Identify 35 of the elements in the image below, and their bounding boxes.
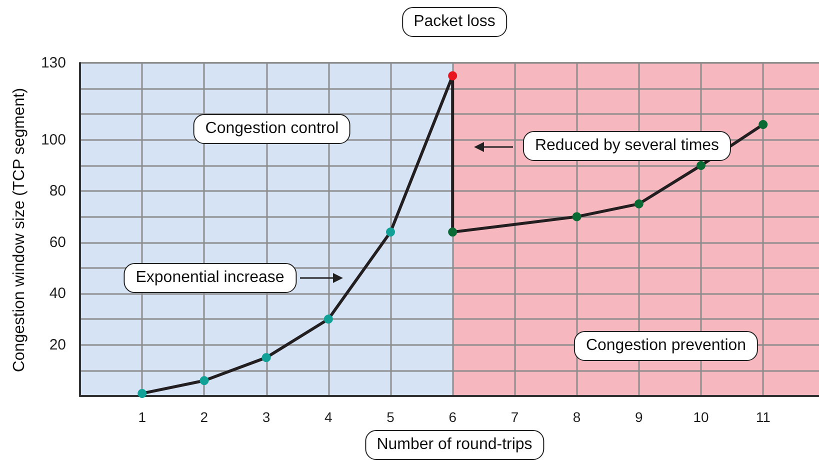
x-tick-label: 11 <box>756 409 771 425</box>
x-tick-label: 2 <box>200 409 208 425</box>
x-tick-label: 10 <box>693 409 710 425</box>
y-axis-title: Congestion window size (TCP segment) <box>11 87 29 372</box>
annotation: Reduced by several times <box>522 131 732 161</box>
x-tick-label: 5 <box>386 409 395 425</box>
chart-title: Packet loss <box>402 7 508 37</box>
y-tick-label: 60 <box>49 234 66 251</box>
point <box>324 314 333 324</box>
annotation: Exponential increase <box>124 263 296 293</box>
y-tick-label: 40 <box>49 285 66 302</box>
y-tick-label: 100 <box>40 131 66 148</box>
point <box>634 199 644 208</box>
x-tick-label: 8 <box>572 409 581 425</box>
x-tick-label: 3 <box>262 409 270 425</box>
x-tick-label: 4 <box>324 409 333 425</box>
x-tick-label: 7 <box>510 409 519 425</box>
point <box>262 353 271 362</box>
point <box>758 120 768 129</box>
x-tick-label: 6 <box>448 409 457 425</box>
point <box>200 376 209 386</box>
point <box>138 388 147 398</box>
annotation: Congestion prevention <box>574 331 758 361</box>
point <box>572 212 582 222</box>
point <box>448 228 458 237</box>
y-tick-label: 80 <box>49 182 66 200</box>
point <box>448 71 458 80</box>
y-tick-label: 20 <box>49 336 66 354</box>
annotation: Congestion control <box>193 114 351 144</box>
point <box>696 160 706 170</box>
point <box>386 228 396 237</box>
x-tick-label: 9 <box>635 409 644 425</box>
x-axis-title: Number of round-trips <box>364 430 544 460</box>
x-tick-label: 1 <box>138 409 146 425</box>
y-tick-label: 130 <box>40 54 66 72</box>
